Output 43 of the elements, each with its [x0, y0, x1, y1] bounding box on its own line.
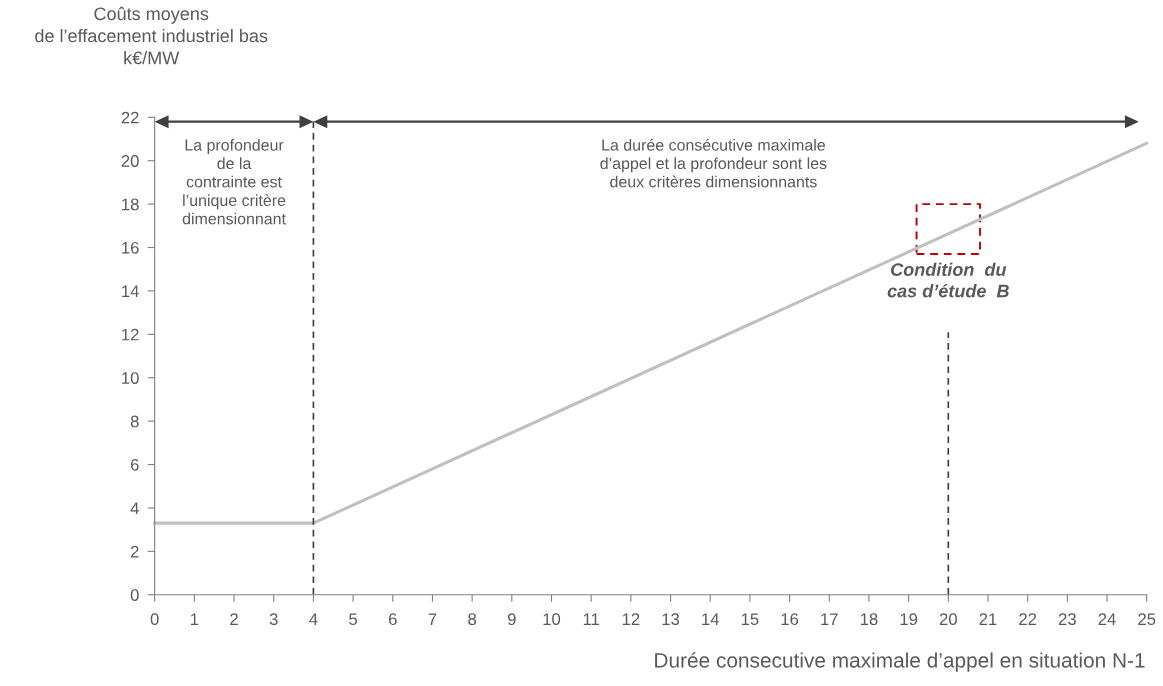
- x-tick-label: 22: [1019, 613, 1037, 625]
- x-tick-label: 15: [741, 613, 759, 626]
- x-tick-label: 24: [1098, 613, 1116, 625]
- x-tick-label: 2: [230, 613, 238, 625]
- y-axis-title: Coûts moyens de l’effacement industriel bas k€/MW: [35, 6, 268, 65]
- y-tick-label: 14: [122, 285, 139, 297]
- annotation: Condition du cas d’étude B: [887, 262, 1009, 298]
- x-tick-label: 14: [702, 613, 719, 625]
- y-tick-label: 22: [121, 111, 139, 124]
- x-tick-label: 18: [860, 613, 878, 626]
- x-tick-label: 4: [309, 613, 318, 625]
- x-tick-label: 0: [150, 613, 159, 626]
- y-tick-label: 12: [122, 328, 139, 341]
- y-tick-label: 20: [121, 155, 139, 167]
- x-axis-title: Durée consecutive maximale d’appel en situation N-1: [655, 652, 1145, 672]
- x-tick-label: 20: [939, 613, 957, 626]
- y-tick-label: 2: [130, 545, 139, 558]
- x-tick-label: 23: [1058, 613, 1076, 626]
- x-tick-label: 13: [662, 613, 680, 626]
- annotation: La durée consécutive maximale d’appel et la profondeur sont les deux critères dimensionnants: [600, 138, 827, 188]
- x-tick-label: 19: [900, 613, 918, 626]
- y-tick-label: 18: [122, 198, 139, 211]
- x-tick-label: 7: [428, 613, 437, 625]
- y-tick-label: 6: [130, 458, 139, 471]
- x-tick-label: 1: [191, 613, 199, 625]
- x-tick-label: 6: [388, 613, 397, 626]
- x-tick-label: 12: [622, 613, 640, 625]
- y-tick-label: 16: [122, 241, 139, 254]
- x-tick-label: 9: [507, 613, 516, 626]
- x-tick-label: 8: [468, 613, 477, 626]
- x-tick-label: 10: [543, 613, 561, 626]
- y-tick-label: 4: [130, 502, 139, 514]
- y-tick-label: 8: [130, 415, 139, 428]
- y-tick-label: 10: [122, 372, 139, 384]
- y-tick-label: 0: [130, 589, 139, 601]
- x-tick-label: 16: [781, 613, 799, 626]
- annotation: La profondeur de la contrainte est l’unique critère dimensionnant: [182, 139, 286, 225]
- x-tick-label: 5: [349, 613, 358, 626]
- x-tick-label: 3: [269, 613, 278, 626]
- x-tick-label: 25: [1138, 613, 1156, 626]
- x-tick-label: 17: [821, 613, 838, 625]
- x-tick-label: 21: [979, 613, 997, 625]
- x-tick-label: 11: [583, 613, 600, 625]
